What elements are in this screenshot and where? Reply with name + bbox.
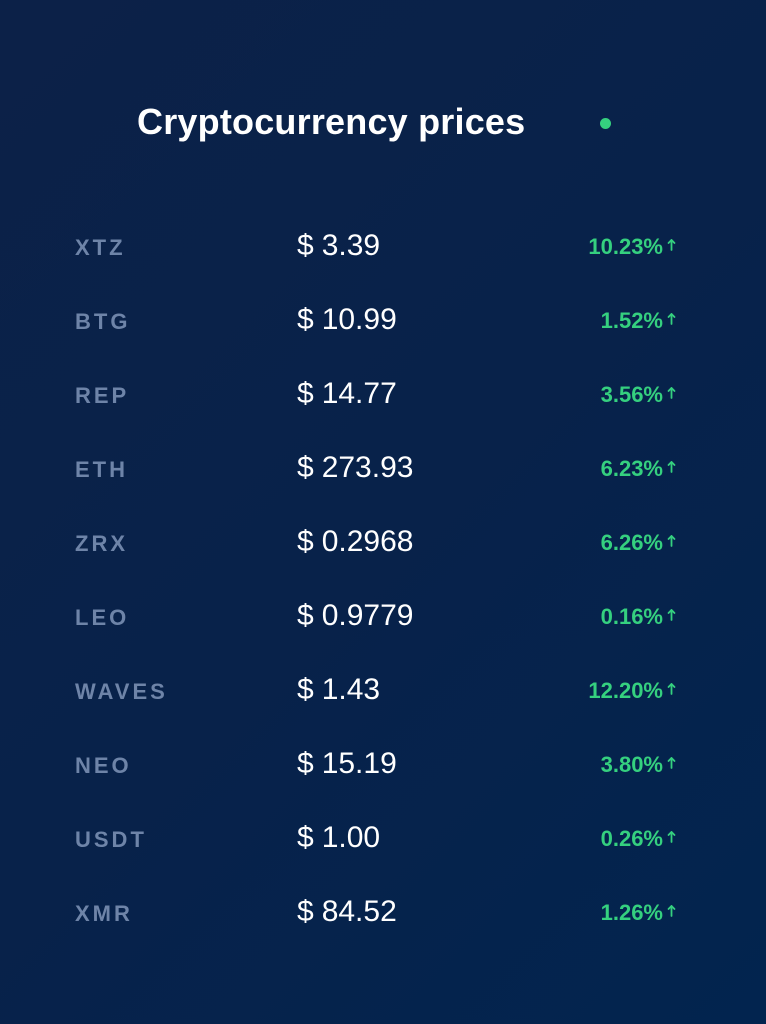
price-value: 0.2968 — [321, 525, 414, 558]
change-value: 1.26% — [600, 900, 663, 925]
change-percent: 0.26% — [601, 824, 676, 854]
change-percent: 0.16% — [601, 602, 676, 632]
currency-symbol: $ — [297, 377, 314, 410]
coin-price: $10.99 — [297, 302, 397, 338]
arrow-up-icon — [667, 683, 676, 695]
price-value: 1.00 — [321, 821, 381, 854]
coin-symbol: LEO — [75, 605, 130, 630]
change-value: 10.23% — [588, 234, 663, 259]
arrow-up-icon — [667, 609, 676, 621]
currency-symbol: $ — [297, 895, 314, 928]
currency-symbol: $ — [297, 599, 314, 632]
arrow-up-icon — [667, 461, 676, 473]
price-value: 3.39 — [321, 229, 381, 262]
price-row-usdt: USDT $1.00 0.26% — [0, 802, 766, 876]
price-value: 84.52 — [321, 895, 397, 928]
change-percent: 3.80% — [601, 750, 676, 780]
price-row-rep: REP $14.77 3.56% — [0, 358, 766, 432]
change-value: 12.20% — [588, 678, 663, 703]
price-value: 10.99 — [321, 303, 397, 336]
price-row-neo: NEO $15.19 3.80% — [0, 728, 766, 802]
coin-price: $0.2968 — [297, 524, 413, 560]
change-value: 0.26% — [600, 826, 663, 851]
coin-symbol: XMR — [75, 901, 133, 926]
currency-symbol: $ — [297, 673, 314, 706]
change-percent: 6.26% — [601, 528, 676, 558]
price-value: 1.43 — [321, 673, 381, 706]
change-percent: 6.23% — [601, 454, 676, 484]
currency-symbol: $ — [297, 229, 314, 262]
arrow-up-icon — [667, 757, 676, 769]
change-value: 0.16% — [600, 604, 663, 629]
price-value: 14.77 — [321, 377, 397, 410]
currency-symbol: $ — [297, 821, 314, 854]
coin-symbol: REP — [75, 383, 130, 408]
coin-symbol: USDT — [75, 827, 147, 852]
price-row-xmr: XMR $84.52 1.26% — [0, 876, 766, 950]
currency-symbol: $ — [297, 525, 314, 558]
coin-symbol: BTG — [75, 309, 131, 334]
coin-symbol: NEO — [75, 753, 132, 778]
arrow-up-icon — [667, 905, 676, 917]
currency-symbol: $ — [297, 303, 314, 336]
price-value: 15.19 — [321, 747, 397, 780]
page-title: Cryptocurrency prices — [137, 101, 526, 142]
currency-symbol: $ — [297, 747, 314, 780]
coin-price: $1.00 — [297, 820, 380, 856]
change-percent: 12.20% — [588, 676, 676, 706]
price-list: XTZ $3.39 10.23% BTG $10.99 1.52% REP $14.77 3.5… — [0, 210, 766, 950]
price-row-btg: BTG $10.99 1.52% — [0, 284, 766, 358]
change-percent: 10.23% — [588, 232, 676, 262]
price-row-waves: WAVES $1.43 12.20% — [0, 654, 766, 728]
coin-price: $1.43 — [297, 672, 380, 708]
coin-symbol: WAVES — [75, 679, 168, 704]
coin-price: $3.39 — [297, 228, 380, 264]
live-indicator-dot — [600, 118, 611, 129]
change-value: 3.56% — [600, 382, 663, 407]
price-row-leo: LEO $0.9779 0.16% — [0, 580, 766, 654]
coin-price: $0.9779 — [297, 598, 413, 634]
coin-price: $273.93 — [297, 450, 413, 486]
change-value: 1.52% — [600, 308, 663, 333]
price-row-zrx: ZRX $0.2968 6.26% — [0, 506, 766, 580]
change-percent: 3.56% — [601, 380, 676, 410]
currency-symbol: $ — [297, 451, 314, 484]
change-value: 3.80% — [600, 752, 663, 777]
coin-symbol: XTZ — [75, 235, 126, 260]
change-percent: 1.26% — [601, 898, 676, 928]
change-percent: 1.52% — [601, 306, 676, 336]
coin-price: $84.52 — [297, 894, 397, 930]
price-value: 273.93 — [321, 451, 414, 484]
price-row-eth: ETH $273.93 6.23% — [0, 432, 766, 506]
arrow-up-icon — [667, 239, 676, 251]
arrow-up-icon — [667, 831, 676, 843]
coin-symbol: ETH — [75, 457, 128, 482]
arrow-up-icon — [667, 387, 676, 399]
coin-price: $14.77 — [297, 376, 397, 412]
coin-price: $15.19 — [297, 746, 397, 782]
arrow-up-icon — [667, 313, 676, 325]
price-row-xtz: XTZ $3.39 10.23% — [0, 210, 766, 284]
price-value: 0.9779 — [321, 599, 414, 632]
change-value: 6.23% — [600, 456, 663, 481]
arrow-up-icon — [667, 535, 676, 547]
coin-symbol: ZRX — [75, 531, 128, 556]
change-value: 6.26% — [600, 530, 663, 555]
card-header: Cryptocurrency prices — [0, 100, 766, 148]
